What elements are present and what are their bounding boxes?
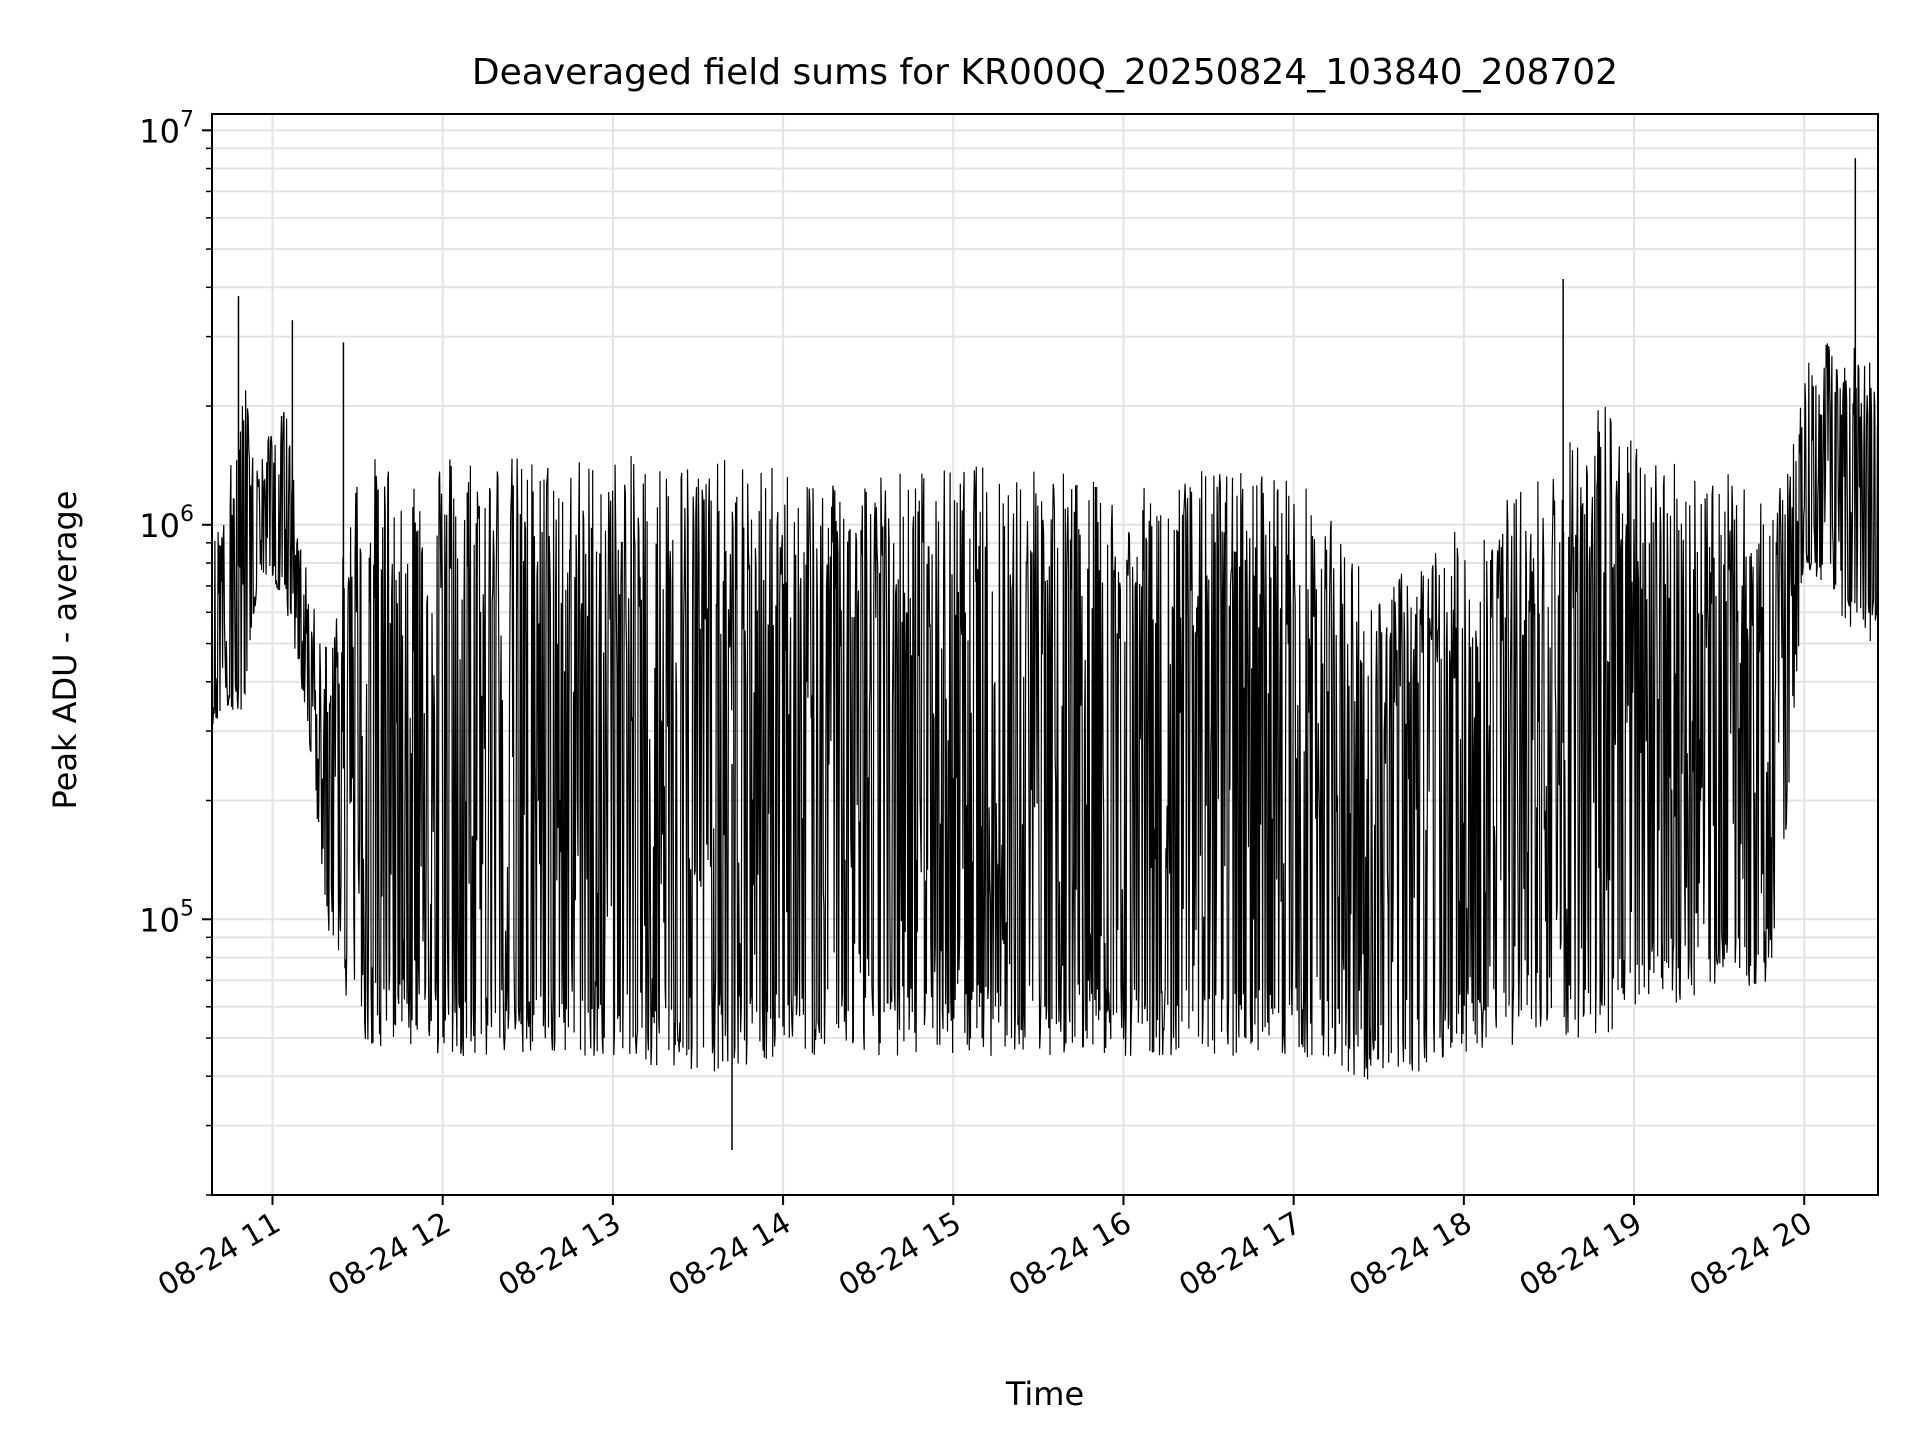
x-tick-label: 08-24 15 bbox=[833, 1206, 967, 1304]
x-tick-label: 08-24 14 bbox=[663, 1206, 797, 1304]
series-line bbox=[212, 343, 1879, 1080]
y-axis: 105 106 107 bbox=[139, 107, 212, 1196]
x-tick-label: 08-24 12 bbox=[322, 1206, 456, 1304]
x-tick-label: 08-24 11 bbox=[152, 1206, 286, 1304]
x-tick-label: 08-24 20 bbox=[1684, 1206, 1818, 1304]
y-tick-label: 106 bbox=[139, 502, 194, 545]
plot-area-frame bbox=[211, 113, 1879, 1196]
y-axis-label: Peak ADU - average bbox=[46, 491, 84, 810]
x-tick-label: 08-24 13 bbox=[493, 1206, 627, 1304]
x-tick-label: 08-24 17 bbox=[1173, 1206, 1307, 1304]
x-tick-label: 08-24 18 bbox=[1344, 1206, 1478, 1304]
y-tick-label: 105 bbox=[139, 896, 194, 939]
x-tick-label: 08-24 19 bbox=[1514, 1206, 1648, 1304]
y-tick-label: 107 bbox=[139, 107, 194, 150]
x-tick-label: 08-24 16 bbox=[1003, 1206, 1137, 1304]
x-axis-label: Time bbox=[1005, 1375, 1084, 1413]
chart-title: Deaveraged field sums for KR000Q_2025082… bbox=[472, 52, 1618, 93]
x-axis: 08-24 11 08-24 12 08-24 13 08-24 14 08-24 15… bbox=[152, 1195, 1818, 1303]
series-line-group bbox=[212, 158, 1879, 1151]
